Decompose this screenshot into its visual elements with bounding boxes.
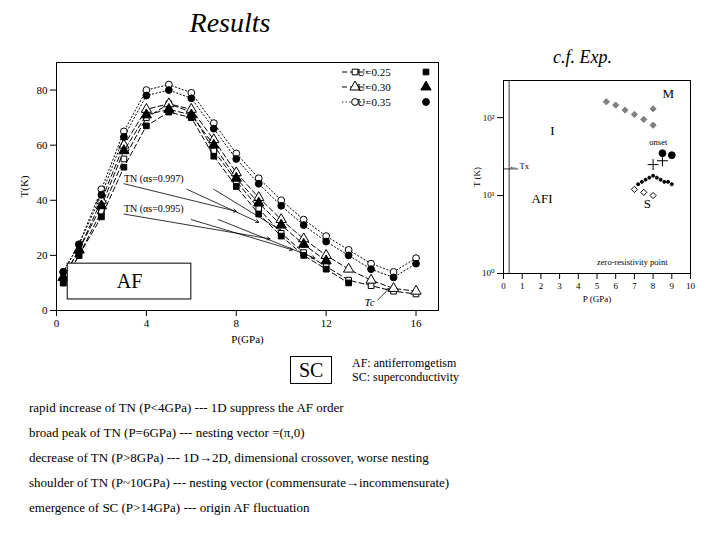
svg-text:P(GPa): P(GPa) (231, 333, 264, 346)
html-text:emergence of SC (P>14GPa) ---: emergence of SC (P>14GPa) --- origin AF … (29, 500, 310, 515)
svg-text:S: S (644, 196, 651, 211)
svg-text:0: 0 (42, 304, 48, 316)
svg-text:12: 12 (321, 317, 332, 329)
svg-text:TN (αs=0.997): TN (αs=0.997) (124, 173, 184, 185)
svg-text:onset: onset (649, 137, 668, 147)
svg-text:10: 10 (686, 281, 696, 291)
svg-text:4: 4 (144, 317, 150, 329)
svg-text:T (K): T (K) (472, 167, 482, 187)
svg-text:P (GPa): P (GPa) (583, 294, 611, 304)
svg-text:← Tx: ← Tx (509, 161, 530, 171)
html-text:shoulder of TN (P~10GPa) --- n: shoulder of TN (P~10GPa) --- nesting vec… (29, 475, 450, 490)
svg-text:8: 8 (234, 317, 240, 329)
svg-text:8: 8 (651, 281, 656, 291)
svg-text:Tc: Tc (365, 296, 375, 308)
svg-text:0: 0 (54, 317, 60, 329)
svg-text:TN (αs=0.995): TN (αs=0.995) (124, 203, 184, 215)
html-text:broad peak of TN (P=6GPa) ---: broad peak of TN (P=6GPa) --- nesting ve… (29, 425, 305, 440)
svg-text:7: 7 (632, 281, 637, 291)
svg-text:zero-resistivity point: zero-resistivity point (597, 257, 668, 267)
html-text:rapid increase of TN (P<4GPa): rapid increase of TN (P<4GPa) --- 1D sup… (29, 400, 344, 415)
svg-text:AF: AF (117, 270, 143, 292)
svg-text:4: 4 (576, 281, 581, 291)
svg-text:6: 6 (613, 281, 618, 291)
svg-text:U=0.30: U=0.30 (357, 81, 391, 93)
svg-text:M: M (662, 86, 674, 101)
svg-text:5: 5 (595, 281, 600, 291)
html-text:SC: SC (299, 359, 324, 381)
svg-text:1: 1 (520, 281, 525, 291)
svg-text:2: 2 (539, 281, 544, 291)
svg-text:80: 80 (37, 84, 49, 96)
svg-text:40: 40 (37, 194, 49, 206)
svg-text:U=0.25: U=0.25 (357, 66, 391, 78)
svg-text:3: 3 (557, 281, 562, 291)
svg-text:AFI: AFI (532, 191, 553, 206)
html-text:decrease of TN (P>8GPa) --- 1D: decrease of TN (P>8GPa) --- 1D→2D, dimen… (29, 450, 429, 465)
svg-text:20: 20 (37, 249, 49, 261)
svg-text:10¹: 10¹ (483, 190, 495, 200)
svg-text:10²: 10² (483, 113, 495, 123)
svg-text:U=0.35: U=0.35 (357, 96, 391, 108)
html-text:Results: Results (189, 7, 271, 38)
svg-text:T(K): T(K) (18, 175, 31, 197)
svg-text:60: 60 (37, 139, 49, 151)
html-text:AF: antiferromgetism SC: super: AF: antiferromgetism SC: superconductivi… (352, 356, 459, 384)
svg-text:16: 16 (411, 317, 423, 329)
svg-text:9: 9 (670, 281, 675, 291)
svg-text:10⁰: 10⁰ (482, 268, 495, 278)
svg-text:I: I (550, 123, 554, 138)
svg-text:0: 0 (501, 281, 506, 291)
html-text:c.f. Exp.: c.f. Exp. (553, 47, 612, 67)
